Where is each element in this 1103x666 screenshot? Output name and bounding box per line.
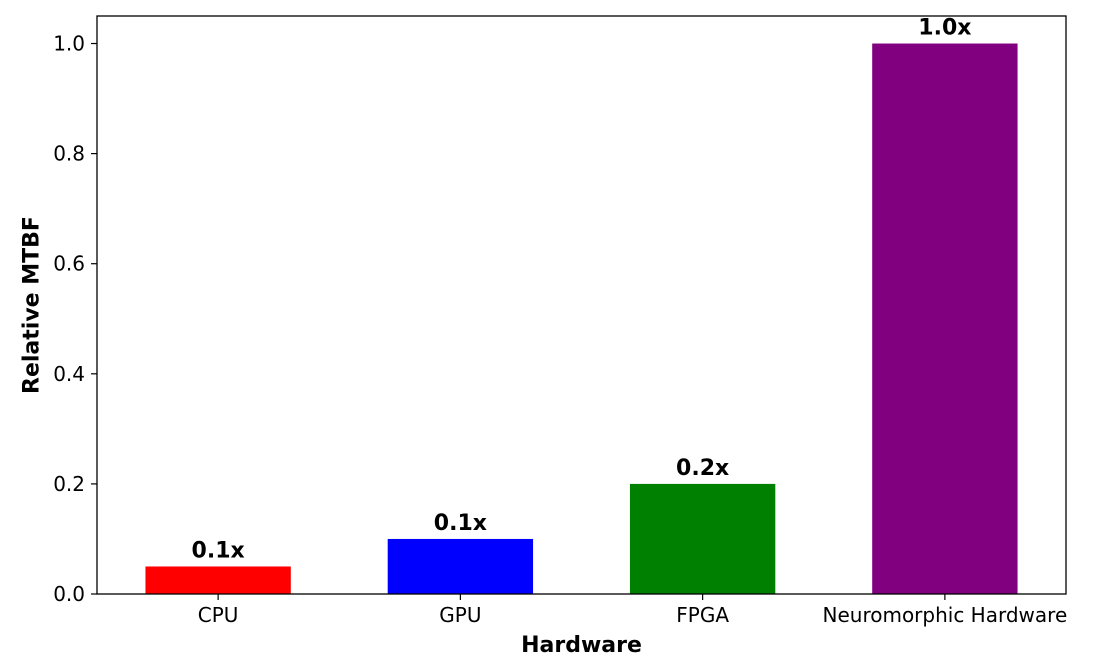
y-tick-label: 0.8 [53, 142, 85, 166]
y-tick-label: 0.0 [53, 582, 85, 606]
data-label: 0.1x [192, 538, 245, 563]
x-tick-label: Neuromorphic Hardware [823, 603, 1068, 627]
y-tick-label: 1.0 [53, 32, 85, 56]
bar-neuromorphic-hardware [872, 43, 1018, 595]
y-tick-label: 0.2 [53, 472, 85, 496]
bar-cpu [145, 566, 291, 594]
x-axis-title: Hardware [521, 633, 642, 658]
y-tick-label: 0.6 [53, 252, 85, 276]
y-axis: 0.0 0.2 0.4 0.6 0.8 1.0 [53, 32, 97, 606]
bars-layer [145, 43, 1018, 595]
bar-gpu [387, 538, 534, 594]
data-labels-layer: 0.1x 0.1x 0.2x 1.0x [192, 16, 972, 564]
x-tick-label: FPGA [676, 603, 729, 627]
data-label: 1.0x [918, 16, 971, 41]
bar-fpga [629, 483, 776, 594]
y-tick-label: 0.4 [53, 362, 85, 386]
data-label: 0.1x [434, 511, 487, 536]
x-axis: CPU GPU FPGA Neuromorphic Hardware [198, 594, 1067, 627]
y-axis-title: Relative MTBF [20, 216, 45, 394]
x-tick-label: CPU [198, 603, 239, 627]
plot-frame [96, 15, 1067, 595]
x-tick-label: GPU [439, 603, 481, 627]
data-label: 0.2x [676, 456, 729, 481]
